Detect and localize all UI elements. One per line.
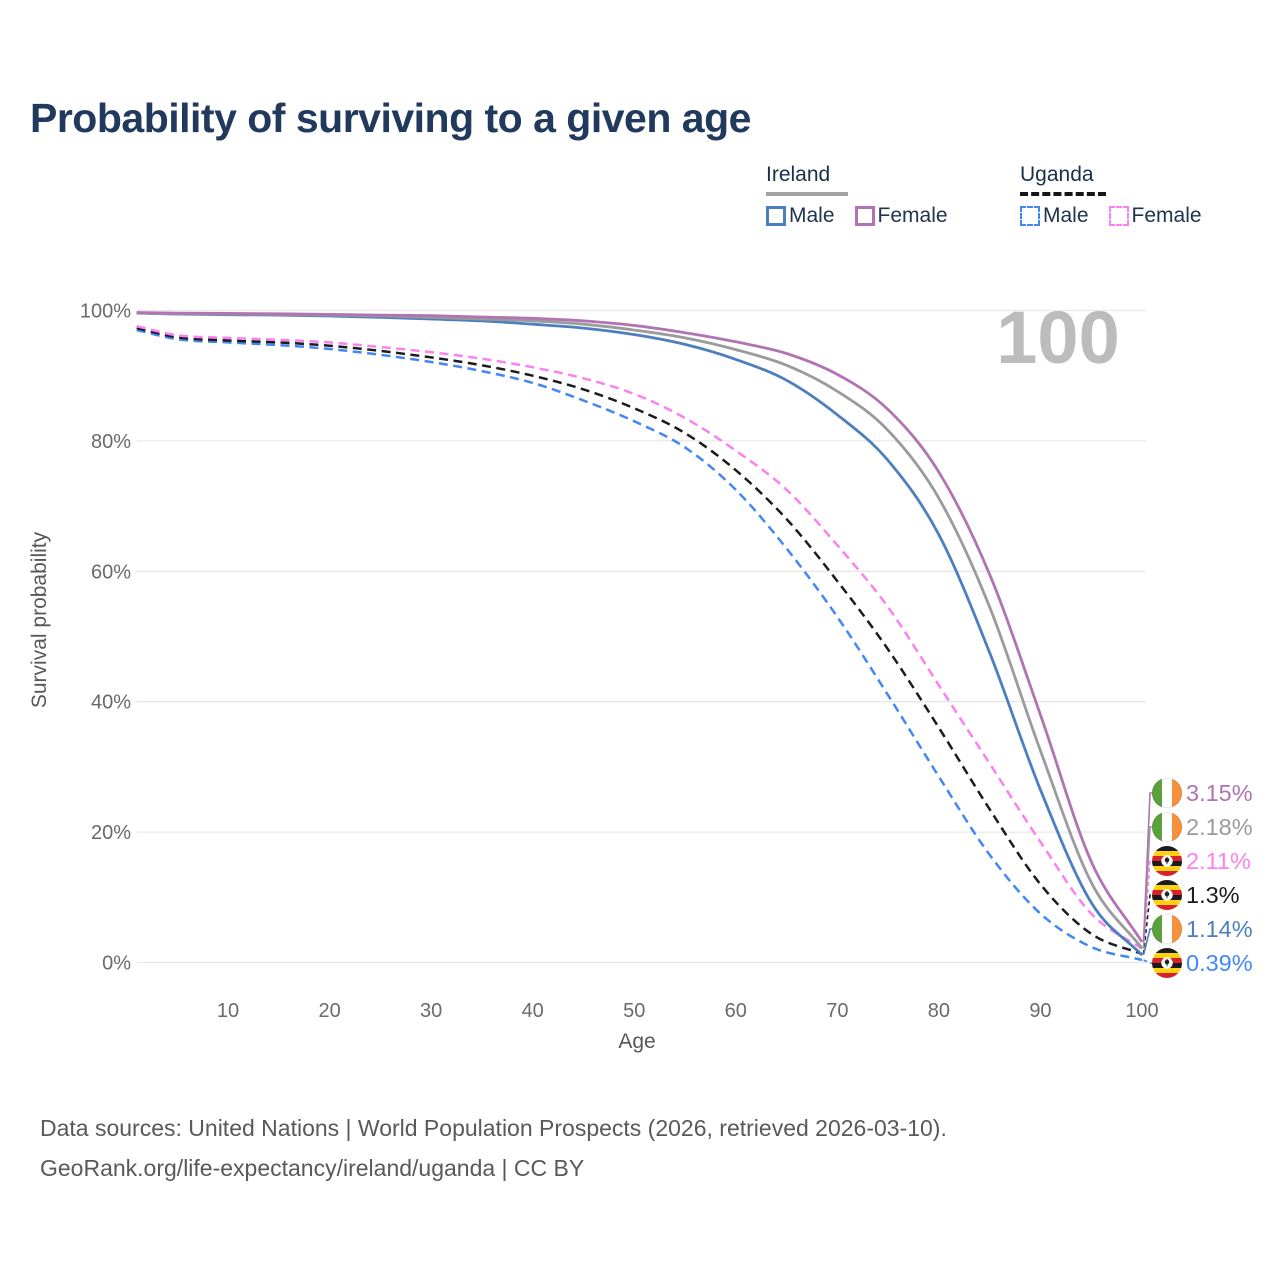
legend-item-uganda-female[interactable]: Female bbox=[1108, 204, 1202, 228]
end-value-label-ireland-female: 3.15% bbox=[1186, 780, 1253, 806]
legend-item-label: Female bbox=[877, 204, 948, 227]
y-axis-tick-label: 80% bbox=[91, 431, 131, 453]
page-title: Probability of surviving to a given age bbox=[30, 95, 751, 141]
ireland-female-swatch-icon bbox=[854, 206, 875, 226]
attribution-text: GeoRank.org/life-expectancy/ireland/ugan… bbox=[40, 1155, 585, 1181]
x-axis-tick-label: 40 bbox=[522, 1000, 544, 1022]
x-axis-tick-label: 90 bbox=[1029, 1000, 1051, 1022]
legend-group-ireland: Ireland Male Female bbox=[766, 163, 948, 228]
legend-items-ireland: Male Female bbox=[766, 204, 948, 228]
x-axis-tick-label: 100 bbox=[1125, 1000, 1158, 1022]
curve-ireland-both[interactable] bbox=[136, 311, 1144, 950]
ireland-flag-icon bbox=[1151, 811, 1183, 843]
end-label-group-ireland-female[interactable]: 3.15% bbox=[1151, 777, 1253, 809]
legend-items-uganda: Male Female bbox=[1020, 204, 1202, 228]
x-axis-tick-label: 30 bbox=[420, 1000, 442, 1022]
ireland-flag-icon bbox=[1151, 913, 1183, 945]
uganda-female-swatch-icon bbox=[1108, 206, 1129, 226]
x-axis-tick-label: 20 bbox=[318, 1000, 340, 1022]
x-axis-tick-label: 70 bbox=[826, 1000, 848, 1022]
end-label-group-ireland-both[interactable]: 2.18% bbox=[1151, 811, 1253, 843]
legend-group-uganda: Uganda Male Female bbox=[1020, 163, 1202, 228]
y-axis-tick-label: 0% bbox=[102, 953, 131, 975]
legend-item-uganda-male[interactable]: Male bbox=[1020, 204, 1089, 228]
legend-item-label: Male bbox=[789, 204, 835, 227]
end-value-label-uganda-both: 1.3% bbox=[1186, 882, 1240, 908]
curve-uganda-both[interactable] bbox=[136, 326, 1143, 956]
legend-item-ireland-male[interactable]: Male bbox=[766, 204, 835, 228]
y-axis-tick-label: 40% bbox=[91, 692, 131, 714]
uganda-flag-icon bbox=[1152, 846, 1182, 876]
x-axis-title: Age bbox=[618, 1030, 655, 1053]
legend-country-ireland: Ireland bbox=[766, 163, 848, 196]
end-label-group-uganda-female[interactable]: 2.11% bbox=[1152, 846, 1251, 876]
curve-uganda-male[interactable] bbox=[136, 328, 1143, 962]
data-source-text: Data sources: United Nations | World Pop… bbox=[40, 1115, 947, 1141]
end-value-label-ireland-both: 2.18% bbox=[1186, 814, 1253, 840]
x-axis-tick-label: 80 bbox=[928, 1000, 950, 1022]
y-axis-tick-label: 100% bbox=[80, 301, 131, 323]
x-axis-tick-label: 50 bbox=[623, 1000, 645, 1022]
end-value-label-uganda-male: 0.39% bbox=[1186, 950, 1253, 976]
x-axis-tick-label: 10 bbox=[217, 1000, 239, 1022]
chart-footer: Data sources: United Nations | World Pop… bbox=[40, 1108, 947, 1188]
end-value-label-uganda-female: 2.11% bbox=[1186, 848, 1251, 874]
watermark-age-100: 100 bbox=[996, 296, 1119, 379]
end-label-group-uganda-male[interactable]: 0.39% bbox=[1152, 948, 1253, 978]
ireland-flag-icon bbox=[1151, 777, 1183, 809]
legend-item-ireland-female[interactable]: Female bbox=[854, 204, 948, 228]
legend-country-uganda: Uganda bbox=[1020, 163, 1106, 196]
curve-ireland-female[interactable] bbox=[136, 311, 1144, 943]
chart-legend: Ireland Male Female Uganda Male bbox=[0, 0, 1280, 250]
y-axis-tick-label: 20% bbox=[91, 822, 131, 844]
x-axis-tick-label: 60 bbox=[725, 1000, 747, 1022]
legend-item-label: Male bbox=[1043, 204, 1089, 227]
y-axis-tick-label: 60% bbox=[91, 561, 131, 583]
uganda-flag-icon bbox=[1152, 880, 1182, 910]
legend-item-label: Female bbox=[1131, 204, 1202, 227]
end-label-leader-uganda-both bbox=[1142, 894, 1153, 955]
uganda-flag-icon bbox=[1152, 948, 1182, 978]
end-value-label-ireland-male: 1.14% bbox=[1186, 916, 1253, 942]
end-label-group-ireland-male[interactable]: 1.14% bbox=[1151, 913, 1253, 945]
end-label-group-uganda-both[interactable]: 1.3% bbox=[1152, 880, 1240, 910]
uganda-male-swatch-icon bbox=[1020, 206, 1040, 226]
ireland-male-swatch-icon bbox=[766, 206, 786, 226]
y-axis-title: Survival probability bbox=[28, 531, 51, 708]
